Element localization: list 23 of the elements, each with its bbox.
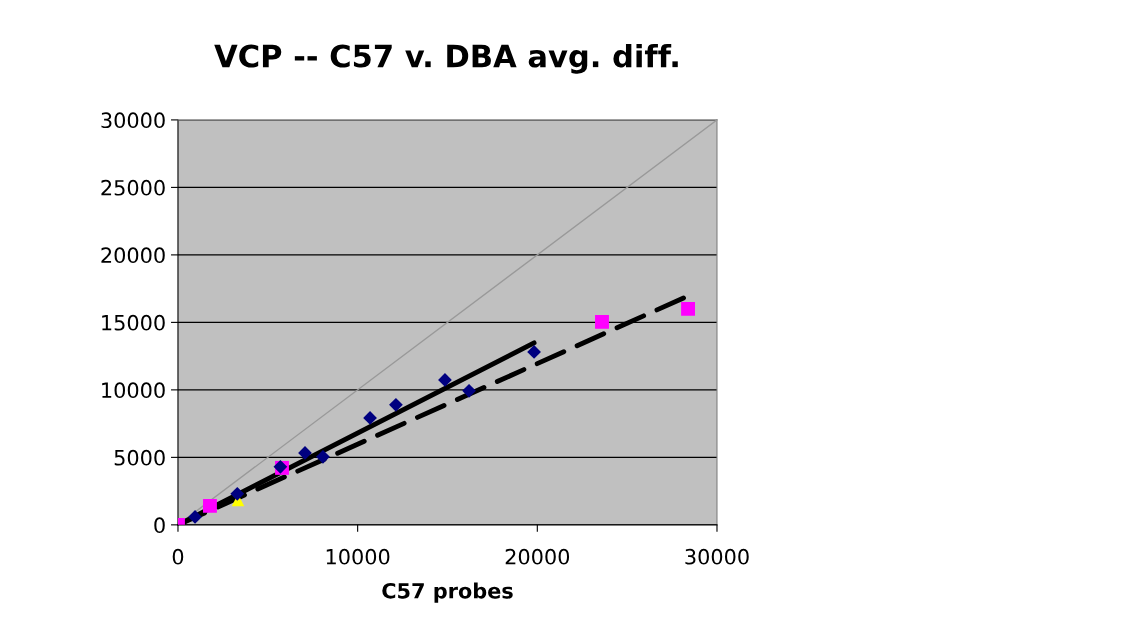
y-tick-label: 30000 bbox=[101, 112, 165, 129]
y-tick-label: 25000 bbox=[101, 179, 165, 196]
chart-title: VCP -- C57 v. DBA avg. diff. bbox=[214, 43, 678, 74]
y-tick-label: 20000 bbox=[101, 247, 165, 264]
y-tick-label: 5000 bbox=[114, 449, 165, 466]
point bbox=[389, 397, 403, 412]
y-tick-label: 0 bbox=[154, 517, 165, 534]
point bbox=[681, 301, 695, 316]
y-tick-label: 15000 bbox=[102, 314, 165, 331]
point bbox=[438, 373, 452, 387]
x-tick-label: 0 bbox=[172, 548, 184, 565]
y-tick-label: 10000 bbox=[102, 382, 165, 399]
x-tick-label: 20000 bbox=[505, 548, 570, 565]
x-axis-title: C57 probes bbox=[382, 582, 513, 603]
point bbox=[527, 345, 541, 359]
point bbox=[188, 510, 202, 524]
point bbox=[462, 383, 476, 398]
point bbox=[230, 486, 245, 501]
point bbox=[203, 498, 217, 513]
point bbox=[316, 449, 330, 464]
point bbox=[595, 314, 609, 329]
x-tick-label: 10000 bbox=[326, 548, 390, 565]
x-tick-label: 30000 bbox=[685, 548, 749, 565]
